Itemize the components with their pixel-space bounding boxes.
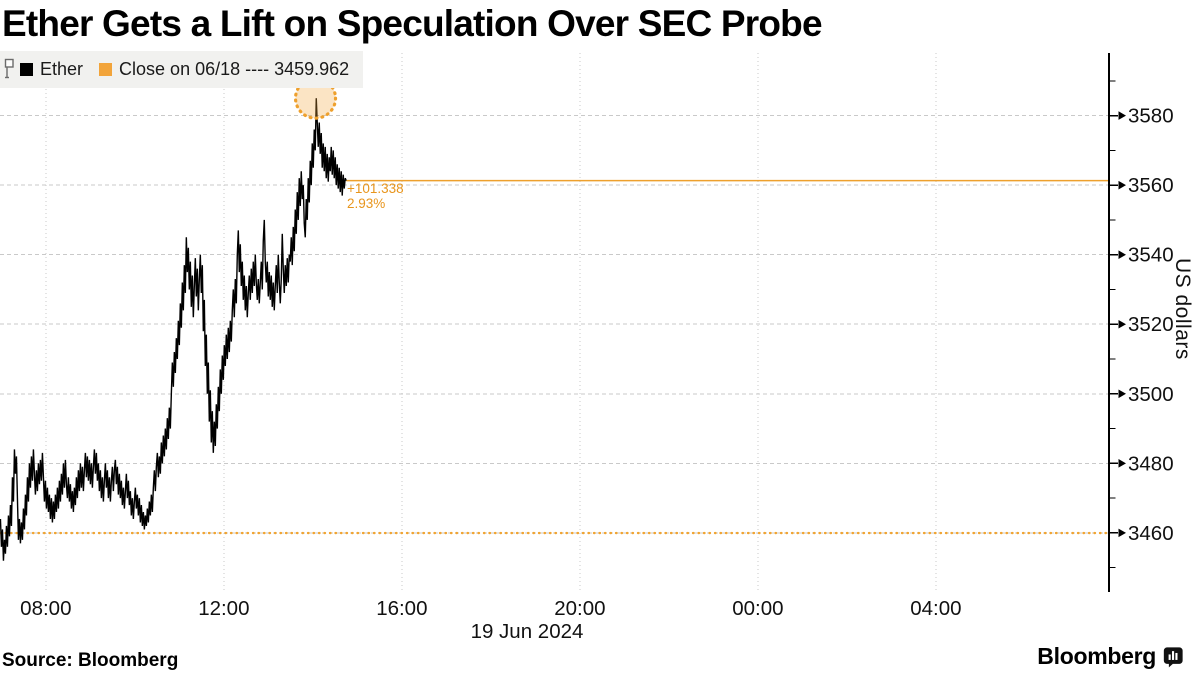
y-tick-label: 3520 [1128,313,1174,336]
x-tick-label: 04:00 [910,597,961,620]
y-tick-label: 3540 [1128,244,1174,267]
y-tick-label: 3560 [1128,174,1174,197]
x-tick-label: 12:00 [198,597,249,620]
x-tick-label: 08:00 [20,597,71,620]
ether-series-label: Ether [40,59,84,79]
y-tick-label: 3460 [1128,522,1174,545]
annotation-tracker-icon [4,58,14,79]
y-tick-label: 3500 [1128,383,1174,406]
x-tick-label: 16:00 [376,597,427,620]
bloomberg-wordmark: Bloomberg [1037,643,1156,669]
peak-highlight-marker [293,76,338,120]
bloomberg-logo: Bloomberg [1037,643,1184,670]
gridlines [0,53,1109,592]
ether-series-line [0,98,347,561]
x-tick-label: 00:00 [732,597,783,620]
y-tick-label: 3480 [1128,452,1174,475]
source-credit: Source: Bloomberg [2,650,179,671]
price-change-value: +101.338 [347,181,404,196]
page-title: Ether Gets a Lift on Speculation Over SE… [2,3,823,44]
y-tick-label: 3580 [1128,105,1174,128]
x-tick-label: 20:00 [554,597,605,620]
x-axis-date-label: 19 Jun 2024 [470,620,584,643]
y-axis-title: US dollars [1171,258,1194,360]
ether-series-swatch [20,63,33,76]
close-line-swatch [99,63,113,76]
last-price-annotation: +101.338 2.93% [347,181,404,211]
close-line-label: Close on 06/18 ---- 3459.962 [119,59,350,79]
price-change-percent: 2.93% [347,196,386,211]
chart-legend: Ether Close on 06/18 ---- 3459.962 [0,51,364,88]
y-axis: 3460 3480 3500 3520 3540 3560 3580 [1108,53,1174,592]
bloomberg-bubble-chart-icon [1163,646,1183,667]
